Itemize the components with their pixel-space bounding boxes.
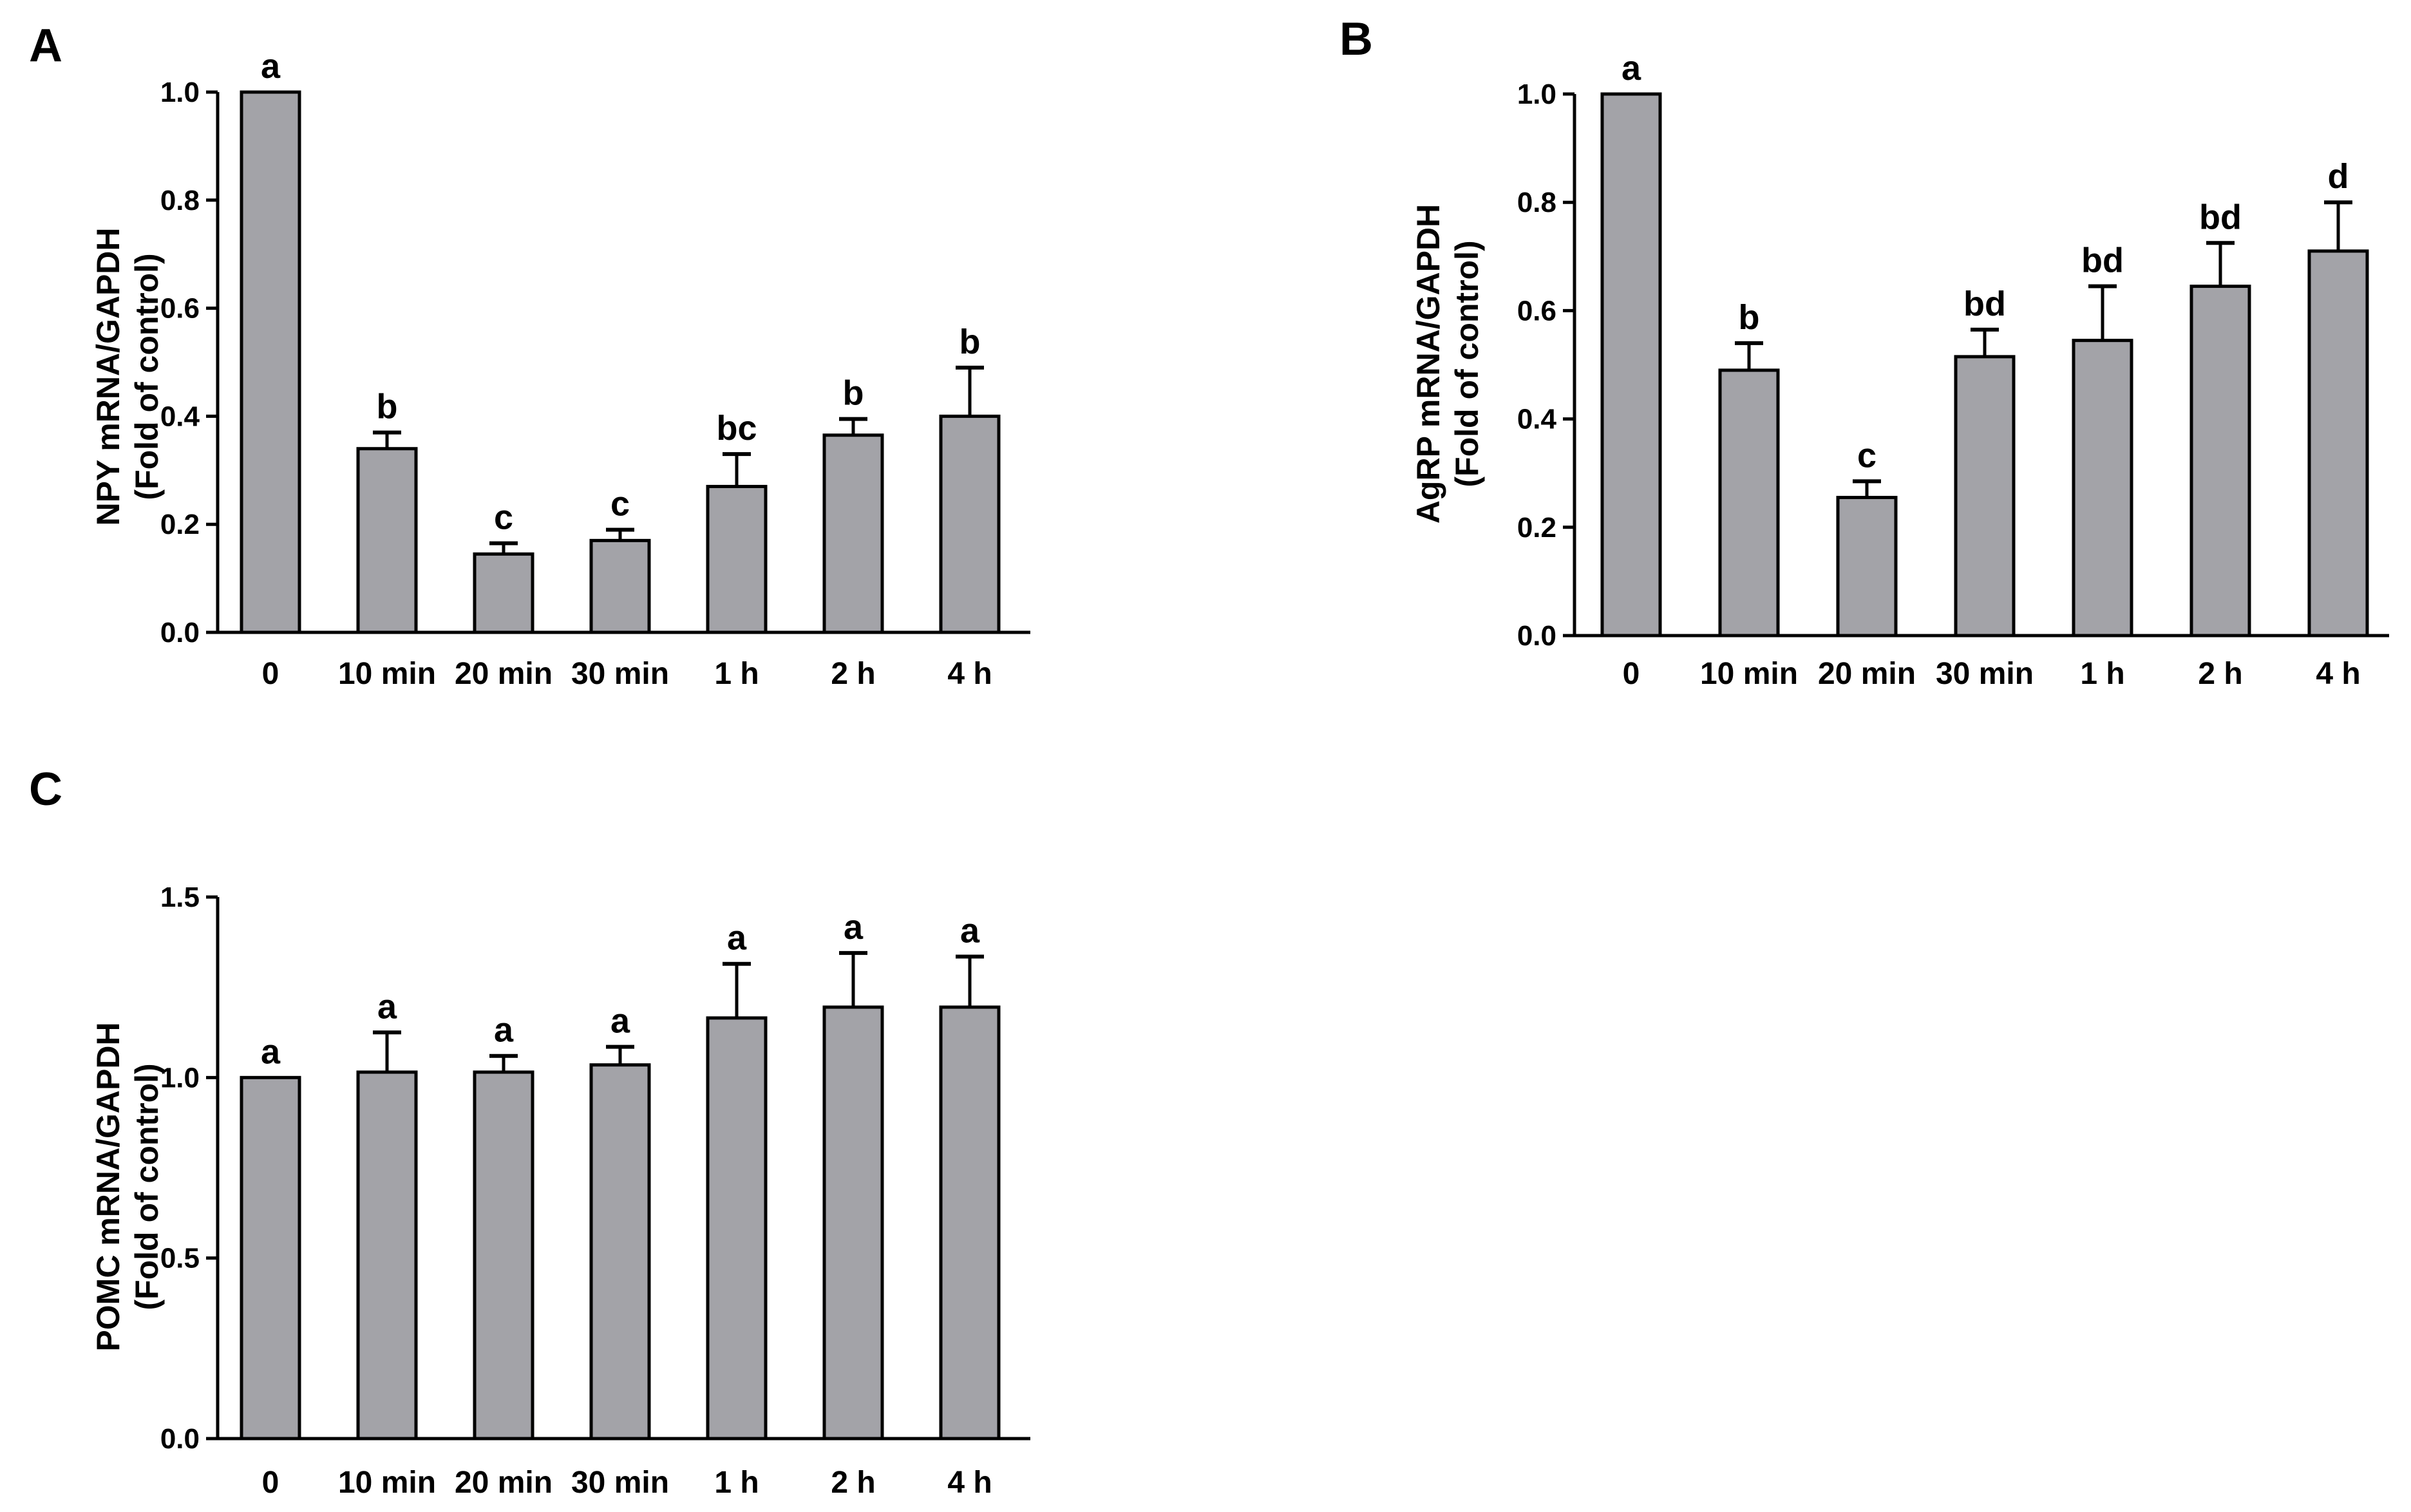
- significance-label: bd: [1963, 285, 2006, 323]
- y-tick-label: 0.8: [1517, 187, 1556, 218]
- x-tick-label: 20 min: [1818, 657, 1916, 691]
- bar: [706, 484, 768, 634]
- significance-label: a: [610, 1002, 630, 1041]
- panel-letter: B: [1339, 14, 1373, 65]
- bar: [1836, 496, 1898, 638]
- x-tick-label: 2 h: [831, 657, 875, 691]
- x-tick-label: 0: [262, 1466, 279, 1500]
- y-tick-label: 0.2: [1517, 512, 1556, 543]
- x-tick-label: 2 h: [2198, 657, 2242, 691]
- y-tick-label: 0.4: [160, 401, 200, 432]
- y-tick-label: 1.0: [160, 77, 200, 108]
- x-tick-label: 30 min: [571, 1466, 669, 1500]
- x-tick-label: 30 min: [571, 657, 669, 691]
- x-tick-label: 20 min: [455, 657, 553, 691]
- y-axis-title-line1: AgRP mRNA/GAPDH: [1410, 204, 1446, 524]
- significance-label: b: [377, 388, 398, 426]
- significance-label: c: [1857, 436, 1877, 475]
- panel-b: B AgRP mRNA/GAPDH (Fold of control) a 0 b 1…: [1339, 14, 2389, 691]
- y-axis-title: AgRP mRNA/GAPDH (Fold of control): [1410, 204, 1485, 524]
- y-tick-label: 1.5: [160, 882, 200, 913]
- x-tick-label: 0: [262, 657, 279, 691]
- bar: [1954, 355, 2016, 638]
- y-axis-title-line2: (Fold of control): [129, 1063, 165, 1310]
- y-tick-label: 0.0: [160, 617, 200, 648]
- x-tick-label: 2 h: [831, 1466, 875, 1500]
- bar: [589, 538, 651, 634]
- bar: [473, 552, 534, 634]
- plot-area: a 0 a 10 min a 20 min a 30 min a 1 h a 2 h a 4 h 0.0 0.…: [160, 882, 1030, 1500]
- plot-area: a 0 b 10 min c 20 min c 30 min bc 1 h b 2 h b 4 h 0.0 0…: [160, 47, 1030, 691]
- bar: [706, 1016, 768, 1441]
- bar: [939, 1005, 1001, 1441]
- bar: [2189, 285, 2251, 638]
- significance-label: b: [843, 374, 864, 413]
- significance-label: bc: [716, 409, 757, 448]
- y-tick-label: 1.0: [1517, 79, 1556, 110]
- y-axis-title: POMC mRNA/GAPDH (Fold of control): [90, 1022, 165, 1351]
- bar: [822, 1005, 884, 1441]
- y-tick-label: 0.0: [160, 1423, 200, 1455]
- bar: [473, 1070, 534, 1441]
- significance-label: a: [960, 912, 980, 950]
- bar: [356, 1070, 418, 1441]
- y-tick-label: 0.6: [160, 293, 200, 325]
- y-axis-title-line1: NPY mRNA/GAPDH: [90, 227, 126, 525]
- y-tick-label: 0.0: [1517, 620, 1556, 652]
- significance-label: a: [727, 919, 747, 958]
- y-tick-label: 1.0: [160, 1062, 200, 1093]
- significance-label: c: [610, 485, 630, 524]
- panel-c: C POMC mRNA/GAPDH (Fold of control) a 0 a 1…: [29, 764, 1030, 1500]
- bar: [356, 447, 418, 634]
- significance-label: b: [1739, 298, 1760, 337]
- significance-label: a: [844, 908, 864, 947]
- plot-area: a 0 b 10 min c 20 min bd 30 min bd 1 h bd 2 h d 4 h 0.…: [1517, 49, 2389, 691]
- y-tick-label: 0.8: [160, 185, 200, 216]
- x-tick-label: 4 h: [947, 1466, 992, 1500]
- significance-label: a: [1622, 49, 1641, 88]
- x-tick-label: 4 h: [947, 657, 992, 691]
- y-tick-label: 0.6: [1517, 295, 1556, 326]
- panel-letter: C: [29, 764, 62, 815]
- significance-label: a: [377, 987, 397, 1026]
- significance-label: c: [494, 498, 513, 537]
- significance-label: d: [2328, 157, 2349, 196]
- y-axis-title-line2: (Fold of control): [129, 253, 165, 500]
- x-tick-label: 10 min: [338, 657, 436, 691]
- bar: [1600, 92, 1662, 638]
- x-tick-label: 20 min: [455, 1466, 553, 1500]
- bar: [939, 414, 1001, 634]
- y-axis-title-line2: (Fold of control): [1449, 240, 1485, 487]
- significance-label: a: [494, 1011, 514, 1050]
- panel-a: A NPY mRNA/GAPDH (Fold of control) a 0 b 10…: [29, 20, 1030, 691]
- bar: [589, 1063, 651, 1441]
- bar: [2307, 249, 2369, 638]
- x-tick-label: 1 h: [2080, 657, 2124, 691]
- panel-letter: A: [29, 20, 62, 71]
- y-tick-label: 0.5: [160, 1243, 200, 1274]
- y-tick-label: 0.2: [160, 509, 200, 540]
- significance-label: b: [960, 323, 981, 361]
- bar: [2072, 339, 2133, 638]
- bar: [822, 433, 884, 634]
- x-tick-label: 1 h: [714, 1466, 759, 1500]
- bar: [240, 90, 301, 634]
- significance-label: bd: [2199, 198, 2242, 236]
- significance-label: bd: [2081, 241, 2124, 280]
- x-tick-label: 0: [1623, 657, 1640, 691]
- y-axis-title-line1: POMC mRNA/GAPDH: [90, 1022, 126, 1351]
- x-tick-label: 30 min: [1936, 657, 2034, 691]
- significance-label: a: [261, 47, 281, 86]
- x-tick-label: 1 h: [714, 657, 759, 691]
- significance-label: a: [261, 1032, 281, 1071]
- y-tick-label: 0.4: [1517, 404, 1557, 435]
- x-tick-label: 10 min: [1700, 657, 1798, 691]
- y-axis-title: NPY mRNA/GAPDH (Fold of control): [90, 227, 165, 525]
- bar: [240, 1075, 301, 1441]
- x-tick-label: 10 min: [338, 1466, 436, 1500]
- x-tick-label: 4 h: [2316, 657, 2360, 691]
- bar: [1718, 368, 1780, 638]
